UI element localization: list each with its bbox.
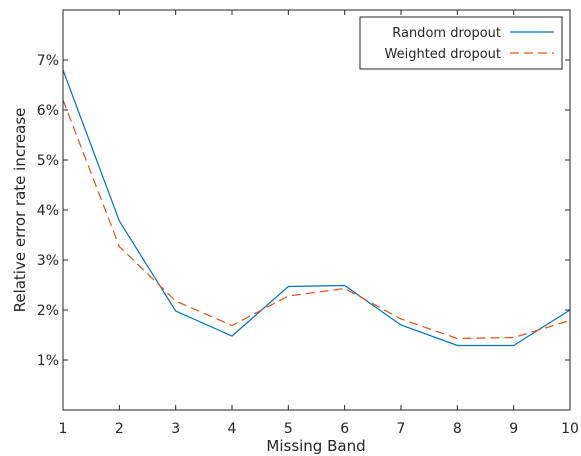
series-line-2 (62, 99, 571, 340)
plot-area (63, 10, 570, 410)
x-axis-label: Missing Band (266, 437, 365, 455)
x-axis: 1 2 3 4 5 6 7 8 9 10 (59, 10, 579, 437)
legend-box (359, 16, 563, 70)
y-axis-label: Relative error rate increase (11, 108, 29, 313)
legend-label-1: Random dropout (392, 26, 501, 41)
y-tick-label: 2% (37, 303, 59, 319)
y-tick-label: 7% (37, 53, 59, 69)
x-tick-label: 3 (171, 421, 180, 437)
x-tick-label: 8 (453, 421, 462, 437)
x-tick-label: 9 (509, 421, 518, 437)
y-axis: 1% 2% 3% 4% 5% 6% 7% (37, 53, 570, 369)
x-tick-label: 2 (115, 421, 124, 437)
x-tick-label: 10 (561, 421, 579, 437)
x-tick-label: 7 (397, 421, 406, 437)
x-tick-label: 4 (228, 421, 237, 437)
y-tick-label: 1% (37, 353, 59, 369)
y-tick-label: 5% (37, 153, 59, 169)
y-tick-label: 6% (37, 103, 59, 119)
x-tick-label: 6 (340, 421, 349, 437)
x-tick-label: 1 (59, 421, 68, 437)
legend-label-2: Weighted dropout (385, 47, 501, 62)
series-layer (62, 69, 571, 347)
y-tick-label: 3% (37, 253, 59, 269)
series-line-1 (62, 69, 571, 347)
legend: Random dropout Weighted dropout (359, 16, 563, 70)
x-tick-label: 5 (284, 421, 293, 437)
y-tick-label: 4% (37, 203, 59, 219)
